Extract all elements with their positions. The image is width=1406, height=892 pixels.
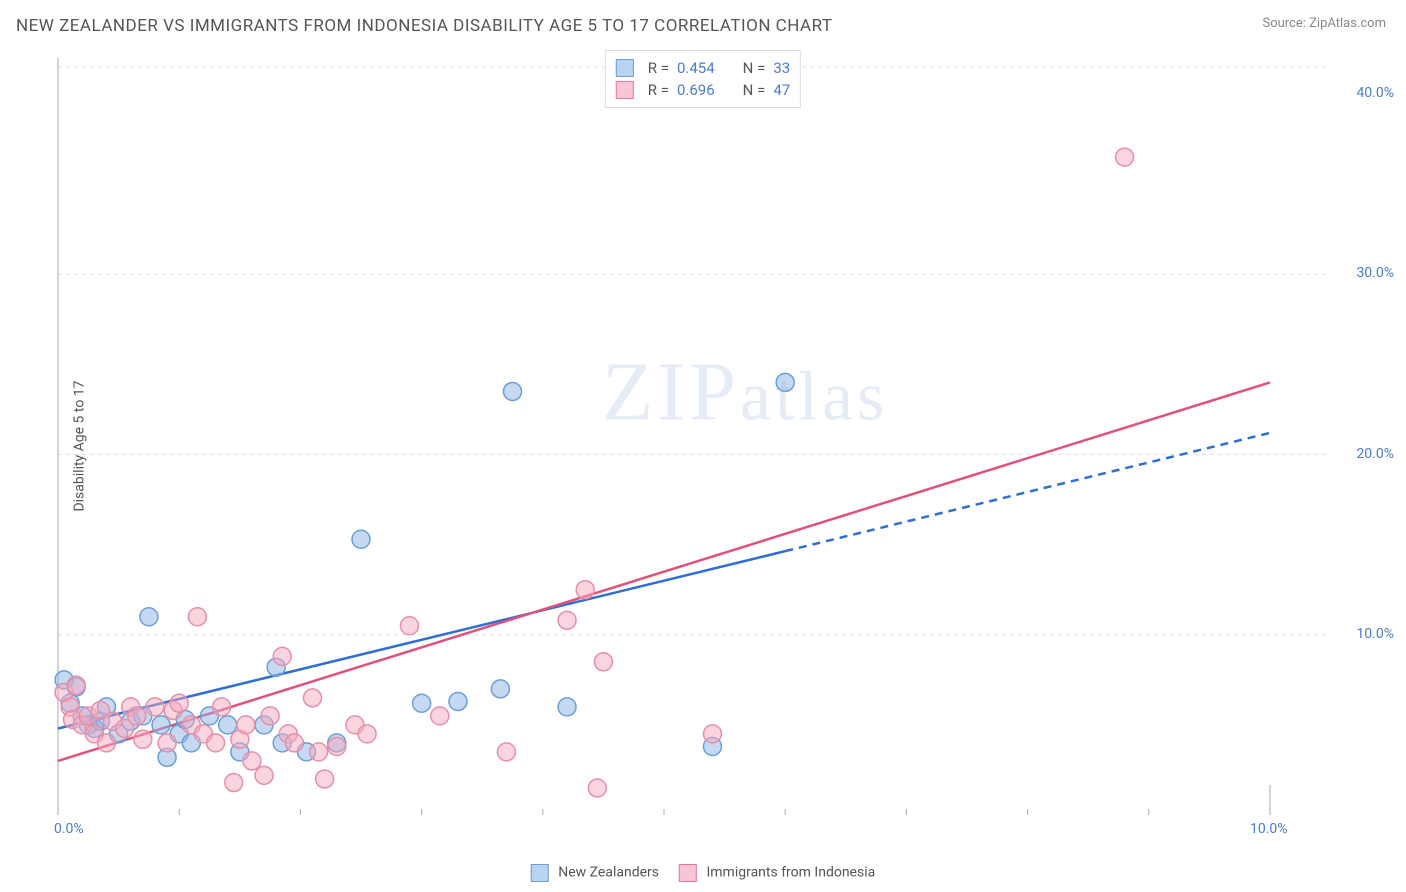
r-value-nz: 0.454 (677, 59, 715, 77)
r-label: R = (648, 81, 669, 99)
n-value-nz: 33 (773, 59, 790, 77)
y-tick-label: 10.0% (1334, 626, 1394, 642)
scatter-chart-svg (50, 50, 1330, 835)
swatch-indo (679, 864, 697, 882)
y-tick-label: 30.0% (1334, 265, 1394, 281)
r-value-indo: 0.696 (677, 81, 715, 99)
legend-item-indo: Immigrants from Indonesia (679, 864, 875, 882)
correlation-legend: R = 0.454 N = 33 R = 0.696 N = 47 (605, 50, 801, 108)
legend-row-indo: R = 0.696 N = 47 (616, 79, 790, 101)
legend-label-nz: New Zealanders (558, 865, 659, 881)
n-value-indo: 47 (773, 81, 790, 99)
y-tick-label: 40.0% (1334, 85, 1394, 101)
legend-label-indo: Immigrants from Indonesia (706, 865, 875, 881)
swatch-nz (616, 59, 634, 77)
series-legend: New Zealanders Immigrants from Indonesia (531, 864, 875, 882)
y-tick-label: 20.0% (1334, 446, 1394, 462)
chart-title: NEW ZEALANDER VS IMMIGRANTS FROM INDONES… (16, 16, 833, 36)
plot-area (50, 50, 1330, 835)
x-tick-label: 0.0% (54, 821, 84, 837)
r-label: R = (648, 59, 669, 77)
legend-item-nz: New Zealanders (531, 864, 659, 882)
source-credit: Source: ZipAtlas.com (1262, 16, 1386, 31)
swatch-nz (531, 864, 549, 882)
x-tick-label: 10.0% (1250, 821, 1288, 837)
swatch-indo (616, 81, 634, 99)
n-label: N = (743, 81, 766, 99)
legend-row-nz: R = 0.454 N = 33 (616, 57, 790, 79)
n-label: N = (743, 59, 766, 77)
